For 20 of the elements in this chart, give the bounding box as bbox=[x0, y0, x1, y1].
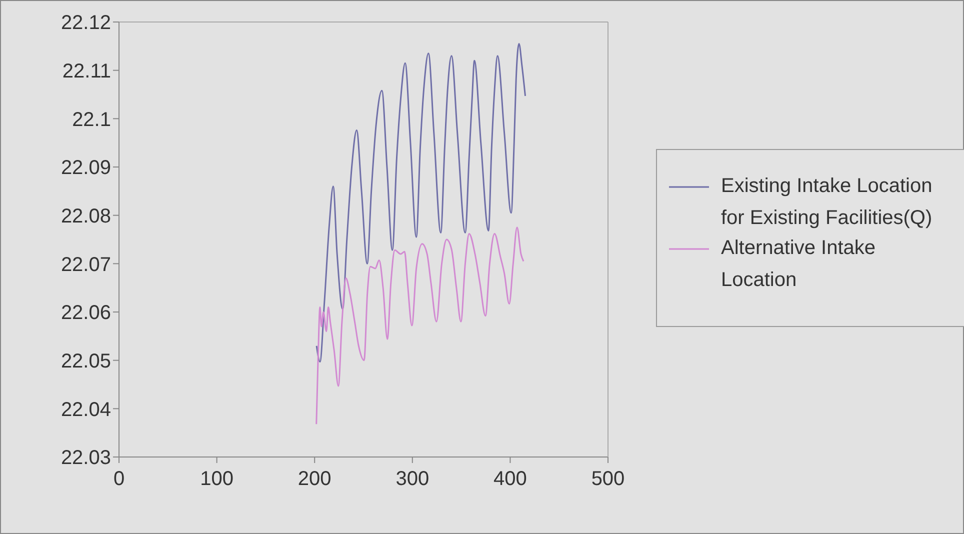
x-tick-label: 300 bbox=[396, 468, 430, 490]
y-tick-label: 22.12 bbox=[60, 12, 111, 34]
x-tick-label: 500 bbox=[591, 468, 625, 490]
y-tick-label: 22.04 bbox=[60, 398, 111, 421]
y-tick-label: 22.08 bbox=[60, 205, 111, 228]
y-tick-label: 22.09 bbox=[60, 157, 111, 180]
x-tick-label: 0 bbox=[113, 468, 125, 490]
line-series bbox=[316, 43, 526, 363]
x-tick-label: 400 bbox=[494, 468, 527, 490]
y-tick-label: 22.06 bbox=[60, 302, 111, 324]
legend-label: Existing Intake Location for Existing Facilities(Q) bbox=[721, 174, 934, 231]
y-tick-label: 22.1 bbox=[72, 108, 111, 131]
x-tick-label: 200 bbox=[298, 468, 332, 490]
y-tick-label: 22.11 bbox=[62, 60, 111, 82]
x-tick-label: 100 bbox=[200, 468, 234, 490]
y-tick-label: 22.07 bbox=[60, 254, 111, 276]
y-tick-label: 22.05 bbox=[60, 350, 111, 372]
line-series bbox=[316, 226, 524, 425]
y-tick-label: 22.03 bbox=[60, 447, 111, 470]
legend-label: Alternative Intake Location bbox=[721, 236, 877, 293]
